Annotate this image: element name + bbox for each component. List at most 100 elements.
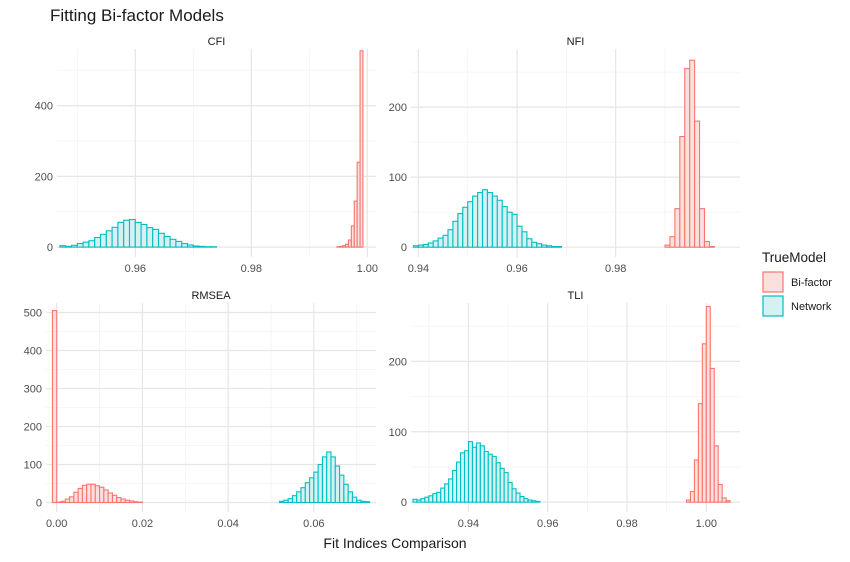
histogram-bar <box>463 207 468 247</box>
histogram-bar <box>516 493 520 502</box>
histogram-bar <box>428 243 433 247</box>
histogram-bar <box>130 220 136 248</box>
histogram-bar <box>453 221 458 247</box>
y-tick-label: 400 <box>24 346 42 358</box>
histogram-bar <box>690 492 694 503</box>
histogram-bar <box>78 488 82 502</box>
legend-key <box>763 272 783 292</box>
histogram-bar <box>418 245 423 247</box>
histogram-bar <box>557 246 562 247</box>
histogram-bar <box>66 246 72 247</box>
histogram-bar <box>417 500 421 502</box>
histogram-bar <box>722 498 726 502</box>
y-tick-label: 0 <box>36 498 42 510</box>
x-tick-label: 1.00 <box>696 518 717 530</box>
histogram-bar <box>520 497 524 503</box>
histogram-bar <box>87 484 91 502</box>
histogram-bar <box>702 344 706 502</box>
histogram-bar <box>497 200 502 247</box>
histogram-bar <box>429 496 433 502</box>
histogram-bar <box>91 484 95 502</box>
histogram-bar <box>72 245 78 247</box>
legend-title: TrueModel <box>762 250 826 265</box>
histogram-bar <box>117 498 121 503</box>
histogram-bar <box>101 234 107 247</box>
histogram-bar <box>698 404 702 503</box>
histogram-bar <box>552 246 557 247</box>
histogram-bar <box>335 466 339 502</box>
histogram-bar <box>280 501 284 502</box>
histogram-bar <box>675 209 680 248</box>
histogram-bar <box>60 246 66 247</box>
histogram-bar <box>472 447 476 502</box>
histogram-bar <box>112 227 118 247</box>
histogram-bar <box>361 501 365 502</box>
histogram-bar <box>193 246 199 247</box>
histogram-bar <box>61 501 65 502</box>
histogram-bar <box>318 465 322 503</box>
x-axis-title: Fit Indices Comparison <box>323 535 466 551</box>
histogram-bar <box>457 462 461 502</box>
histogram-bar <box>512 214 517 247</box>
histogram-bar <box>340 475 344 502</box>
histogram-bar <box>322 457 326 503</box>
facet-strip-label: NFI <box>567 36 585 48</box>
histogram-bar <box>547 246 552 247</box>
x-tick-label: 0.94 <box>458 518 479 530</box>
histogram-bar <box>527 239 532 247</box>
histogram-bar <box>348 492 352 503</box>
x-tick-label: 0.06 <box>303 518 324 530</box>
histogram-bar <box>365 502 369 503</box>
histogram-bar <box>331 457 335 503</box>
histogram-bar <box>159 233 165 247</box>
histogram-bar <box>121 499 125 502</box>
histogram-bar <box>443 235 448 247</box>
histogram-bar <box>468 202 473 248</box>
histogram-bar <box>292 496 296 503</box>
facet-strip-label: RMSEA <box>191 290 231 302</box>
y-tick-label: 100 <box>389 427 407 439</box>
y-tick-label: 400 <box>35 101 53 113</box>
histogram-bar <box>433 494 437 502</box>
histogram-bar <box>496 463 500 502</box>
histogram-bar <box>710 368 714 502</box>
facet-strip-label: CFI <box>208 36 226 48</box>
histogram-bar <box>141 224 147 247</box>
y-tick-label: 200 <box>389 356 407 368</box>
histogram-bar <box>445 484 449 502</box>
histogram-bar <box>106 231 112 247</box>
x-tick-label: 0.96 <box>506 263 527 275</box>
histogram-bar <box>714 446 718 502</box>
histogram-bar <box>665 245 670 247</box>
legend-key <box>763 296 783 316</box>
histogram-bar <box>700 209 705 248</box>
histogram-bar <box>176 241 182 247</box>
x-tick-label: 0.98 <box>605 263 626 275</box>
histogram-bar <box>77 244 83 248</box>
histogram-bar <box>465 451 469 502</box>
histogram-bar <box>357 500 361 502</box>
histogram-bar <box>461 453 465 502</box>
histogram-bar <box>685 69 690 248</box>
histogram-bar <box>449 479 453 502</box>
histogram-bar <box>500 468 504 502</box>
legend-label: Network <box>791 301 832 313</box>
histogram-bar <box>476 443 480 502</box>
y-tick-label: 0 <box>401 497 407 509</box>
histogram-bar <box>448 230 453 248</box>
y-tick-label: 100 <box>24 460 42 472</box>
histogram-bar <box>488 454 492 502</box>
histogram-bar <box>433 241 438 247</box>
histogram-bar <box>421 499 425 503</box>
histogram-bar <box>65 499 69 502</box>
histogram-bar <box>704 242 709 248</box>
histogram-bar <box>437 492 441 502</box>
histogram-bar <box>502 207 507 248</box>
histogram-bar <box>709 246 714 247</box>
x-tick-label: 0.94 <box>408 263 429 275</box>
x-tick-label: 0.96 <box>537 518 558 530</box>
histogram-bar <box>468 442 472 503</box>
histogram-bar <box>344 484 348 502</box>
